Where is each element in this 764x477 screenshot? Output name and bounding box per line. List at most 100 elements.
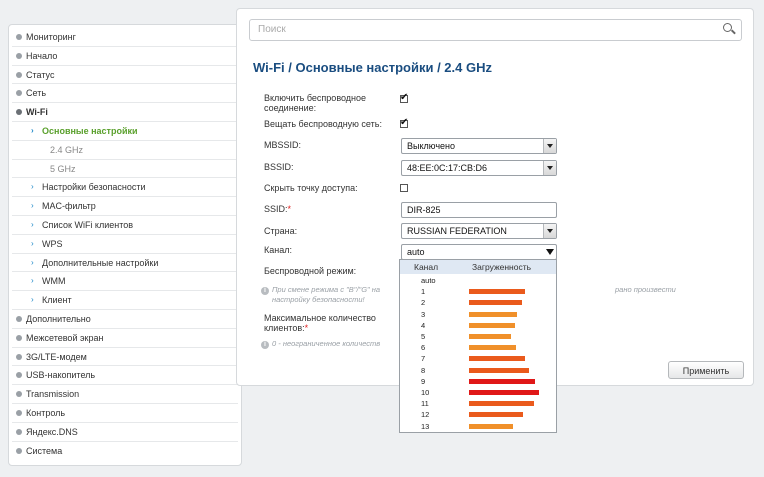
sidebar-item-status[interactable]: Статус bbox=[12, 66, 238, 85]
channel-option-auto[interactable]: auto bbox=[400, 275, 556, 286]
chevron-right-icon: › bbox=[31, 295, 34, 305]
sidebar-item-control[interactable]: Контроль bbox=[12, 404, 238, 423]
sidebar-item-advanced[interactable]: Дополнительно bbox=[12, 310, 238, 329]
channel-number: 11 bbox=[421, 399, 429, 409]
channel-option-9[interactable]: 9 bbox=[400, 376, 556, 387]
bssid-select[interactable]: 48:EE:0C:17:CB:D6 bbox=[401, 160, 557, 176]
country-select[interactable]: RUSSIAN FEDERATION bbox=[401, 223, 557, 239]
info-icon: i bbox=[261, 341, 269, 349]
sidebar-item-label: Дополнительные настройки bbox=[42, 257, 159, 268]
channel-number: 6 bbox=[421, 343, 426, 353]
hide-ap-checkbox[interactable] bbox=[400, 184, 408, 192]
sidebar-item-wmm[interactable]: › WMM bbox=[12, 272, 238, 292]
sidebar-item-monitoring[interactable]: Мониторинг bbox=[12, 28, 238, 47]
channel-select[interactable]: auto bbox=[401, 244, 557, 260]
bullet-icon bbox=[16, 409, 22, 416]
channel-option-11[interactable]: 11 bbox=[400, 398, 556, 409]
bullet-icon bbox=[16, 447, 22, 454]
channel-option-13[interactable]: 13 bbox=[400, 421, 556, 432]
sidebar-item-3g-lte[interactable]: 3G/LTE-модем bbox=[12, 348, 238, 367]
channel-option-10[interactable]: 10 bbox=[400, 387, 556, 398]
chevron-right-icon: › bbox=[31, 201, 34, 211]
sidebar-item-basic-settings[interactable]: › Основные настройки bbox=[12, 122, 238, 141]
sidebar-item-label: Начало bbox=[26, 50, 58, 61]
sidebar-item-wifi-clients[interactable]: › Список WiFi клиентов bbox=[12, 216, 238, 235]
sidebar-item-label: 5 GHz bbox=[50, 163, 76, 174]
sidebar-item-mac-filter[interactable]: › MAC-фильтр bbox=[12, 197, 238, 216]
search-icon[interactable] bbox=[723, 23, 736, 35]
search-input[interactable]: Поиск bbox=[249, 19, 742, 41]
mbssid-value: Выключено bbox=[407, 141, 455, 151]
bullet-icon bbox=[16, 372, 22, 379]
channel-option-2[interactable]: 2 bbox=[400, 297, 556, 308]
channel-number: auto bbox=[421, 276, 436, 285]
page-title: Wi-Fi / Основные настройки / 2.4 GHz bbox=[253, 60, 492, 75]
broadcast-checkbox[interactable] bbox=[400, 117, 408, 128]
channel-label: Канал: bbox=[264, 245, 292, 255]
ssid-value: DIR-825 bbox=[407, 205, 441, 215]
chevron-down-icon bbox=[544, 245, 556, 259]
mbssid-select[interactable]: Выключено bbox=[401, 138, 557, 154]
sidebar-item-label: Основные настройки bbox=[42, 125, 138, 136]
bullet-icon bbox=[16, 391, 22, 398]
ssid-input[interactable]: DIR-825 bbox=[401, 202, 557, 218]
chevron-down-icon bbox=[543, 161, 556, 175]
sidebar-item-advanced-settings[interactable]: › Дополнительные настройки bbox=[12, 254, 238, 273]
sidebar-item-label: MAC-фильтр bbox=[42, 201, 96, 212]
sidebar-item-wifi[interactable]: Wi-Fi bbox=[12, 103, 238, 122]
sidebar-item-usb[interactable]: USB-накопитель bbox=[12, 366, 238, 386]
sidebar-item-client[interactable]: › Клиент bbox=[12, 291, 238, 310]
enable-wireless-checkbox[interactable] bbox=[400, 92, 408, 103]
sidebar-item-label: Список WiFi клиентов bbox=[42, 219, 134, 230]
dropdown-header: Канал Загруженность bbox=[400, 260, 556, 274]
sidebar-item-yandex-dns[interactable]: Яндекс.DNS bbox=[12, 423, 238, 442]
bullet-icon bbox=[16, 71, 22, 78]
sidebar-menu: Мониторинг Начало Статус Сеть Wi-Fi › Осн… bbox=[8, 24, 242, 466]
mode-hint: i При смене режима с "B"/"G" на рано произ… bbox=[261, 285, 676, 304]
channel-number: 10 bbox=[421, 388, 430, 397]
bullet-icon bbox=[16, 52, 22, 59]
column-load: Загруженность bbox=[472, 262, 532, 272]
channel-number: 13 bbox=[421, 421, 430, 431]
bullet-icon bbox=[16, 109, 22, 116]
channel-option-8[interactable]: 8 bbox=[400, 365, 556, 376]
channel-option-7[interactable]: 7 bbox=[400, 353, 556, 364]
load-bar bbox=[469, 423, 514, 429]
sidebar-item-2-4ghz[interactable]: 2.4 GHz bbox=[12, 141, 238, 160]
sidebar-item-wps[interactable]: › WPS bbox=[12, 235, 238, 254]
channel-number: 4 bbox=[421, 320, 426, 330]
sidebar-item-label: Мониторинг bbox=[26, 32, 76, 42]
load-bar bbox=[469, 367, 530, 373]
sidebar-item-5ghz[interactable]: 5 GHz bbox=[12, 160, 238, 179]
bullet-icon bbox=[16, 34, 22, 40]
chevron-right-icon: › bbox=[31, 182, 34, 192]
sidebar-item-label: Сеть bbox=[26, 88, 47, 99]
load-bar bbox=[469, 300, 522, 306]
sidebar-item-start[interactable]: Начало bbox=[12, 47, 238, 66]
sidebar-item-label: Система bbox=[26, 445, 63, 456]
sidebar-item-system[interactable]: Система bbox=[12, 442, 238, 461]
channel-number: 9 bbox=[421, 376, 426, 386]
sidebar-item-label: WPS bbox=[42, 238, 63, 249]
channel-number: 12 bbox=[421, 410, 430, 420]
apply-button[interactable]: Применить bbox=[668, 361, 744, 379]
channel-dropdown: Канал Загруженность auto 1 2 3 4 5 6 7 8 9 10 11 12 1… bbox=[399, 259, 557, 433]
sidebar-item-label: Wi-Fi bbox=[26, 107, 48, 118]
sidebar-item-label: Статус bbox=[26, 69, 55, 80]
load-bar bbox=[469, 356, 525, 362]
channel-option-4[interactable]: 4 bbox=[400, 320, 556, 331]
channel-option-3[interactable]: 3 bbox=[400, 309, 556, 320]
chevron-right-icon: › bbox=[31, 219, 34, 229]
sidebar-item-network[interactable]: Сеть bbox=[12, 84, 238, 104]
channel-option-5[interactable]: 5 bbox=[400, 331, 556, 342]
channel-option-1[interactable]: 1 bbox=[400, 286, 556, 297]
channel-option-6[interactable]: 6 bbox=[400, 342, 556, 353]
hide-ap-label: Скрыть точку доступа: bbox=[264, 183, 358, 193]
sidebar-item-transmission[interactable]: Transmission bbox=[12, 385, 238, 404]
channel-number: 5 bbox=[421, 332, 426, 341]
sidebar-item-firewall[interactable]: Межсетевой экран bbox=[12, 329, 238, 348]
sidebar-item-security-settings[interactable]: › Настройки безопасности bbox=[12, 178, 238, 198]
channel-option-12[interactable]: 12 bbox=[400, 409, 556, 420]
sidebar-item-label: Контроль bbox=[26, 407, 66, 418]
bssid-value: 48:EE:0C:17:CB:D6 bbox=[407, 163, 488, 173]
